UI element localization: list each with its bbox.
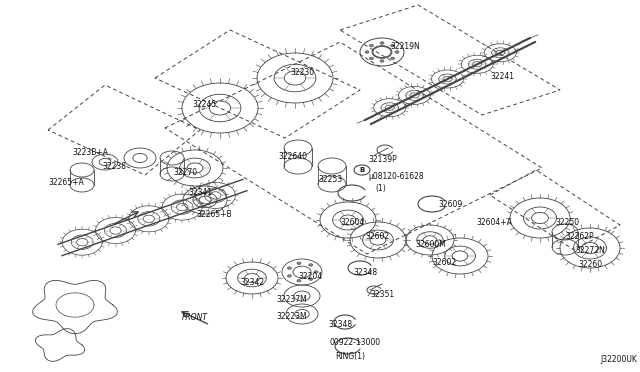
Text: 322640: 322640 xyxy=(278,152,307,161)
Text: 32230: 32230 xyxy=(290,68,314,77)
Text: RING(1): RING(1) xyxy=(335,352,365,361)
Text: 32241: 32241 xyxy=(490,72,514,81)
Ellipse shape xyxy=(380,42,384,44)
Text: 32253: 32253 xyxy=(318,175,342,184)
Text: 3223B+A: 3223B+A xyxy=(72,148,108,157)
Ellipse shape xyxy=(308,264,313,266)
Ellipse shape xyxy=(395,51,399,53)
Text: 32245: 32245 xyxy=(192,100,216,109)
Text: 32342: 32342 xyxy=(240,278,264,287)
Ellipse shape xyxy=(287,267,291,269)
Ellipse shape xyxy=(297,279,301,282)
Ellipse shape xyxy=(369,57,373,60)
Text: 00922-13000: 00922-13000 xyxy=(330,338,381,347)
Text: 32604+A: 32604+A xyxy=(476,218,512,227)
Text: 32139P: 32139P xyxy=(368,155,397,164)
Ellipse shape xyxy=(390,44,395,47)
Text: 32238: 32238 xyxy=(102,162,126,171)
Text: FRONT: FRONT xyxy=(182,314,208,323)
Text: 32260: 32260 xyxy=(578,260,602,269)
Ellipse shape xyxy=(314,271,318,273)
Text: 32265+A: 32265+A xyxy=(48,178,84,187)
Ellipse shape xyxy=(365,51,369,53)
Text: 32204: 32204 xyxy=(298,272,322,281)
Text: 32262P: 32262P xyxy=(565,232,594,241)
Ellipse shape xyxy=(369,44,373,47)
Text: 32604: 32604 xyxy=(340,218,364,227)
Text: J32200UK: J32200UK xyxy=(600,355,637,364)
Text: 32602: 32602 xyxy=(365,232,389,241)
Text: 32600M: 32600M xyxy=(415,240,446,249)
Ellipse shape xyxy=(390,57,395,60)
Text: 32219N: 32219N xyxy=(390,42,420,51)
Text: (1): (1) xyxy=(375,184,386,193)
Text: 32609: 32609 xyxy=(438,200,462,209)
Text: 32223M: 32223M xyxy=(276,312,307,321)
Text: 32602: 32602 xyxy=(432,258,456,267)
Ellipse shape xyxy=(297,262,301,264)
Text: 32250: 32250 xyxy=(555,218,579,227)
Ellipse shape xyxy=(380,60,384,62)
Text: 32341: 32341 xyxy=(188,188,212,197)
Text: 32348: 32348 xyxy=(353,268,377,277)
Text: 32351: 32351 xyxy=(370,290,394,299)
Text: 32270: 32270 xyxy=(173,168,197,177)
Text: 32348: 32348 xyxy=(328,320,352,329)
Text: µ08120-61628: µ08120-61628 xyxy=(368,172,424,181)
Text: 32265+B: 32265+B xyxy=(196,210,232,219)
Text: B: B xyxy=(360,167,365,173)
Ellipse shape xyxy=(308,278,313,280)
Text: 32237M: 32237M xyxy=(276,295,307,304)
Ellipse shape xyxy=(287,275,291,277)
Text: 32272N: 32272N xyxy=(575,246,605,255)
